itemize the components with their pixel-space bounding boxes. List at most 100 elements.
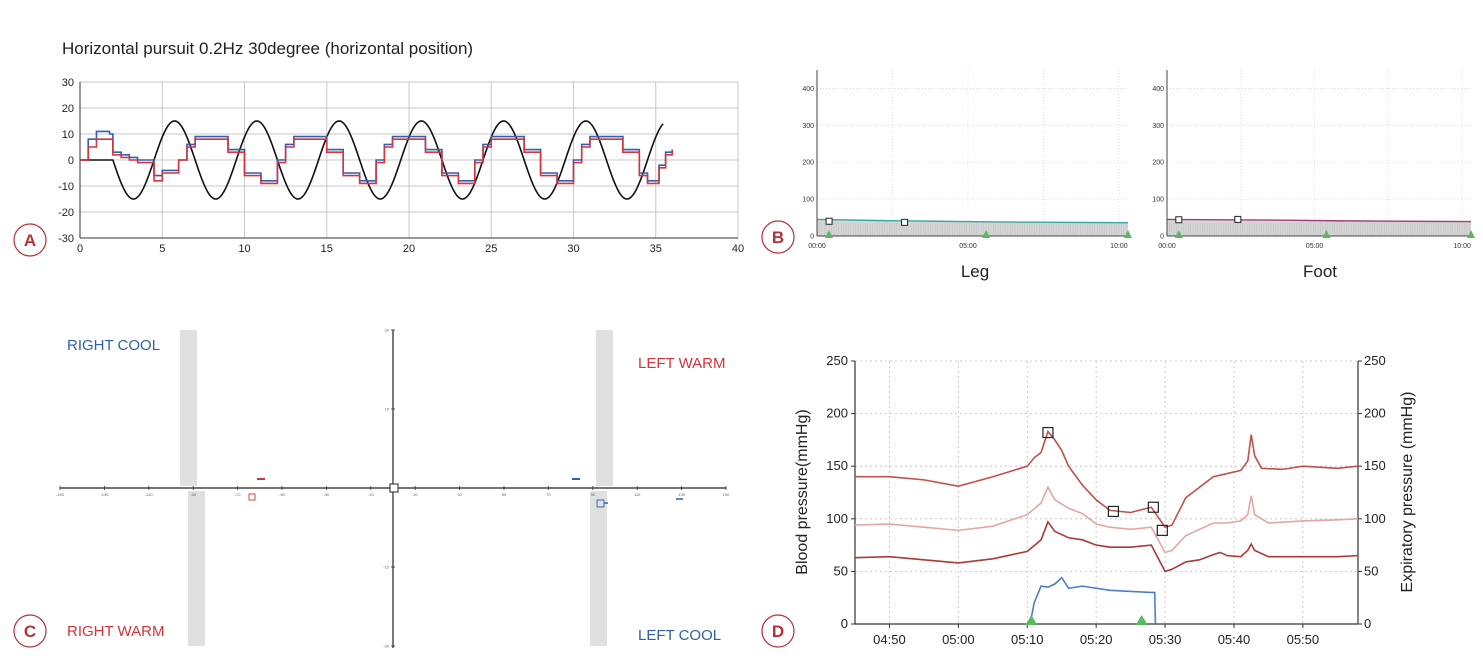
b-foot-triangle-marker [1322,230,1331,238]
d-square-marker [1156,524,1168,536]
c-x-tick: -50 [279,492,286,497]
c-band-right-bottom [590,491,607,646]
d-y-tick-right: 200 [1364,406,1386,421]
b-leg-line [816,218,1129,224]
c-x-tick: -110 [145,492,153,497]
quadrant-label-bottom-right: LEFT COOL [638,627,721,644]
c-y-tick: -15 [383,565,390,570]
panel-c-plot: -150 -130 -110 -90 -70 -50 -30 -10 10 30 50 70 90 110… [56,328,730,649]
panel-b-letter: B [772,228,784,247]
d-x-tick: 05:50 [1287,632,1320,647]
d-square-marker [1107,505,1119,518]
d-series-mean [854,485,1359,554]
b-leg-triangle-marker [1124,230,1132,238]
b-foot-square-marker [1175,216,1183,224]
panel-d-plot: 0 0 50 50 100 100 150 150 200 200 250 250 04:50 05:00… [826,353,1385,647]
c-marker-red-square [248,493,256,501]
c-x-tick: 110 [634,492,641,497]
c-x-tick: 30 [457,492,462,497]
a-y-tick: 0 [68,155,74,167]
d-square-marker [1042,426,1054,439]
d-x-tick: 05:30 [1149,632,1182,647]
c-y-tick: -30 [383,644,390,649]
panel-b-foot-chart: 0 100 200 300 400 00:00 05:00 10:00 [1152,70,1475,250]
d-triangle-marker [1025,615,1038,625]
c-band-right-top [596,330,613,486]
a-x-tick: 10 [238,243,250,255]
c-band-left-top [180,330,197,486]
quadrant-label-bottom-left: RIGHT WARM [67,623,165,640]
panel-c-letter: C [24,622,36,641]
d-y-tick-right: 150 [1364,458,1386,473]
d-square-marker [1147,501,1159,513]
d-x-tick: 05:20 [1080,632,1113,647]
a-target-line [80,120,664,200]
d-series-expiratory [1027,576,1157,625]
panel-a-grid [80,81,739,238]
a-x-tick: 0 [77,243,83,255]
c-x-tick: 50 [502,492,507,497]
a-y-tick: -20 [58,207,74,219]
panel-a: Horizontal pursuit 0.2Hz 30degree (horiz… [13,39,744,257]
panel-c-badge: C [13,614,47,648]
d-y-tick-left: 50 [834,563,848,578]
a-y-tick: 30 [62,77,74,89]
panel-a-badge: A [13,223,47,257]
b-foot-x-tick: 05:00 [1306,243,1324,250]
b-leg-x-tick: 05:00 [959,243,977,250]
d-y-tick-left: 150 [826,458,848,473]
panel-a-title: Horizontal pursuit 0.2Hz 30degree (horiz… [62,39,473,58]
a-x-tick: 35 [650,243,662,255]
panel-b: 0 100 200 300 400 00:00 05:00 10:00 0 100 200 300 4… [761,70,1475,281]
b-foot-y-tick: 200 [1152,160,1164,167]
c-x-tick: -70 [235,492,242,497]
d-x-tick: 04:50 [873,632,906,647]
c-x-tick: 10 [413,492,418,497]
d-y-tick-left: 200 [826,406,848,421]
b-foot-y-tick: 0 [1160,234,1164,241]
c-y-tick: 15 [385,407,390,412]
d-series-systolic [855,429,1359,529]
d-series-diastolic [854,520,1359,573]
d-triangle-marker [1135,615,1148,625]
d-x-tick: 05:40 [1218,632,1251,647]
panel-d-letter: D [772,622,784,641]
b-foot-y-tick: 300 [1152,123,1164,130]
b-leg-triangle-marker [825,230,834,238]
panel-a-lines [80,120,673,200]
panel-b-leg-caption: Leg [961,262,989,281]
b-leg-square-marker [825,217,833,225]
d-x-tick: 05:10 [1011,632,1044,647]
d-y-tick-right: 250 [1364,353,1386,368]
b-leg-y-tick: 100 [802,197,814,204]
c-x-tick: -90 [190,492,197,497]
a-y-tick: 20 [62,103,74,115]
a-x-tick: 5 [159,243,165,255]
a-x-tick: 25 [485,243,497,255]
c-x-tick: -10 [368,492,375,497]
d-y-tick-right: 0 [1364,616,1371,631]
quadrant-label-top-left: RIGHT COOL [67,337,160,354]
panel-c: -150 -130 -110 -90 -70 -50 -30 -10 10 30 50 70 90 110… [13,328,730,649]
a-y-tick: -10 [58,181,74,193]
panel-b-badge: B [761,220,795,254]
panel-d-badge: D [761,614,795,648]
panel-b-foot-caption: Foot [1303,262,1337,281]
b-leg-y-tick: 200 [802,160,814,167]
a-series-red [80,138,673,185]
panel-d-ylabel-right: Expiratory pressure (mmHg) [1399,392,1416,593]
b-leg-x-tick: 00:00 [808,243,826,250]
d-y-tick-left: 0 [841,616,848,631]
c-x-tick: -150 [56,492,65,497]
b-foot-triangle-marker [1467,230,1475,238]
b-leg-y-tick: 300 [802,123,814,130]
panel-d: 0 0 50 50 100 100 150 150 200 200 250 250 04:50 05:00… [761,353,1416,648]
d-y-tick-right: 100 [1364,511,1386,526]
b-foot-x-tick: 10:00 [1453,243,1471,250]
c-y-tick: 30 [385,328,390,333]
panel-a-ticks: 0 5 10 15 20 25 30 35 40 -30 -20 -10 0 10 20 30 [58,77,744,255]
b-foot-square-marker [1234,215,1242,223]
a-x-tick: 30 [567,243,579,255]
panel-d-ylabel-left: Blood pressure(mmHg) [794,409,811,574]
